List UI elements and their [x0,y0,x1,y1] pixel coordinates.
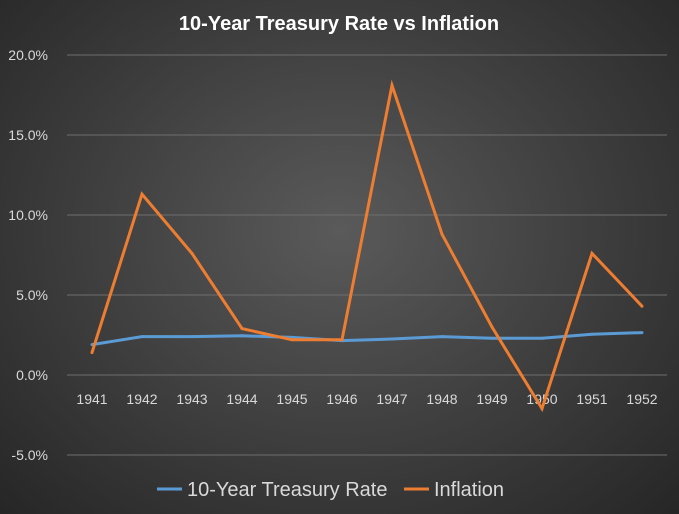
data-point [540,407,544,411]
x-axis: 1941 1942 1943 1944 1945 1946 1947 1948 1949 1950… [76,391,657,407]
x-tick-label: 1946 [326,391,357,407]
series-lines [90,79,644,413]
y-tick-label: 10.0% [8,207,48,223]
y-tick-label: 20.0% [8,47,48,63]
y-tick-label: -5.0% [11,447,48,463]
data-point [490,325,494,329]
data-point [640,304,644,308]
x-tick-label: 1945 [276,391,307,407]
x-tick-label: 1949 [476,391,507,407]
chart-title: 10-Year Treasury Rate vs Inflation [179,13,499,35]
data-point [440,335,444,339]
x-tick-label: 1942 [126,391,157,407]
data-point [140,192,144,196]
y-tick-label: 0.0% [16,367,48,383]
y-axis: -5.0% 0.0% 5.0% 10.0% 15.0% 20.0% [8,47,48,463]
data-point [390,337,394,341]
legend-label: 10-Year Treasury Rate [187,479,387,501]
legend: 10-Year Treasury Rate Inflation [157,479,504,501]
data-point [490,336,494,340]
data-point [390,83,394,87]
data-point [140,335,144,339]
data-point [90,351,94,355]
data-point [240,334,244,338]
gridlines [67,54,667,456]
x-tick-label: 1951 [576,391,607,407]
data-point [590,251,594,255]
x-tick-label: 1944 [226,391,257,407]
y-tick-label: 5.0% [16,287,48,303]
series-line-0 [91,331,643,347]
x-tick-label: 1941 [76,391,107,407]
data-point [640,331,644,335]
data-point [540,336,544,340]
y-tick-label: 15.0% [8,127,48,143]
data-point [340,338,344,342]
x-tick-label: 1943 [176,391,207,407]
x-tick-label: 1947 [376,391,407,407]
data-point [440,232,444,236]
data-point [240,327,244,331]
data-point [590,332,594,336]
data-point [290,338,294,342]
x-tick-label: 1948 [426,391,457,407]
legend-label: Inflation [434,479,504,501]
series-line-1 [90,79,644,413]
x-tick-label: 1952 [626,391,657,407]
data-point [190,251,194,255]
data-point [190,335,194,339]
